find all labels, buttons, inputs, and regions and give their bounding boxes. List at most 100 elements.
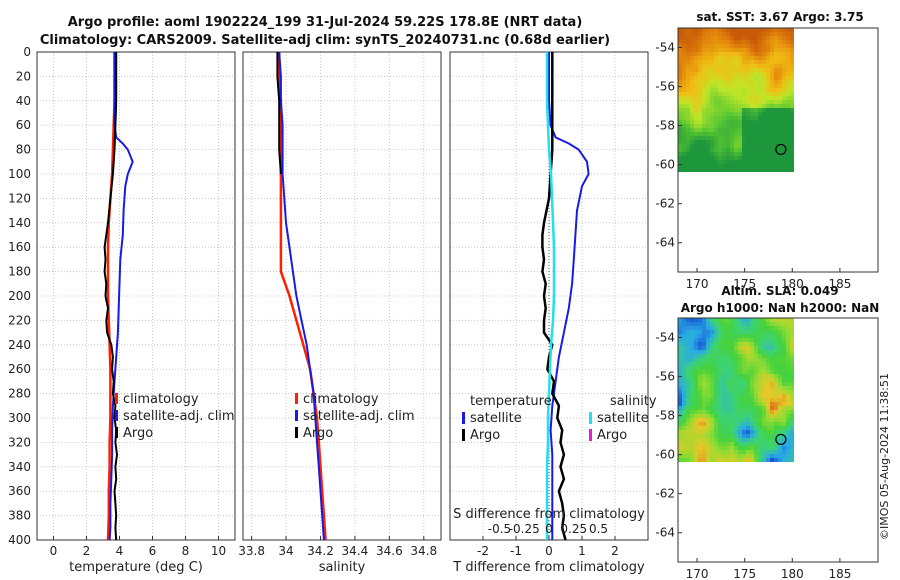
map-cell: [782, 120, 786, 124]
map-cell: [702, 132, 706, 136]
map-cell: [782, 64, 786, 68]
map-cell: [710, 152, 714, 156]
map-cell: [746, 136, 750, 140]
map-cell: [754, 414, 758, 418]
map-cell: [790, 442, 794, 446]
map-cell: [702, 144, 706, 148]
map-cell: [758, 458, 762, 462]
map-cell: [690, 386, 694, 390]
map-cell: [762, 446, 766, 450]
map-cell: [738, 446, 742, 450]
map-cell: [694, 164, 698, 168]
map-cell: [710, 450, 714, 454]
map-cell: [726, 116, 730, 120]
map-cell: [694, 454, 698, 458]
map-cell: [766, 406, 770, 410]
map-cell: [722, 338, 726, 342]
map-cell: [782, 108, 786, 112]
map-cell: [714, 80, 718, 84]
map-cell: [786, 382, 790, 386]
map-cell: [786, 28, 790, 32]
map-cell: [766, 414, 770, 418]
map-cell: [730, 358, 734, 362]
map-cell: [770, 116, 774, 120]
map-cell: [682, 160, 686, 164]
map-cell: [726, 406, 730, 410]
map-cell: [742, 132, 746, 136]
map-cell: [690, 136, 694, 140]
map-cell: [714, 342, 718, 346]
map-cell: [706, 370, 710, 374]
map-cell: [762, 116, 766, 120]
map-cell: [702, 390, 706, 394]
map-cell: [766, 430, 770, 434]
map-cell: [774, 318, 778, 322]
map-cell: [750, 434, 754, 438]
map-cell: [722, 156, 726, 160]
map-cell: [742, 382, 746, 386]
map-cell: [694, 32, 698, 36]
map-cell: [746, 168, 750, 172]
map-cell: [734, 68, 738, 72]
map-cell: [762, 346, 766, 350]
map-cell: [694, 40, 698, 44]
map-cell: [714, 68, 718, 72]
map-cell: [714, 120, 718, 124]
map-cell: [710, 402, 714, 406]
map-cell: [754, 164, 758, 168]
map-cell: [690, 52, 694, 56]
map-cell: [770, 128, 774, 132]
map-cell: [702, 124, 706, 128]
map-cell: [778, 406, 782, 410]
map-cell: [778, 68, 782, 72]
map-cell: [690, 168, 694, 172]
map-cell: [734, 60, 738, 64]
map-cell: [726, 80, 730, 84]
map-cell: [730, 72, 734, 76]
map-cell: [718, 458, 722, 462]
map-cell: [682, 350, 686, 354]
map-cell: [774, 88, 778, 92]
map-cell: [678, 362, 682, 366]
map-cell: [710, 140, 714, 144]
map-cell: [690, 56, 694, 60]
map-cell: [702, 386, 706, 390]
map-cell: [750, 386, 754, 390]
map-cell: [726, 450, 730, 454]
map-cell: [738, 52, 742, 56]
map-cell: [734, 48, 738, 52]
map-cell: [686, 402, 690, 406]
map-cell: [766, 64, 770, 68]
map-cell: [770, 438, 774, 442]
map-cell: [790, 402, 794, 406]
map-cell: [686, 120, 690, 124]
map-cell: [786, 430, 790, 434]
map-cell: [742, 378, 746, 382]
s-diff-tick-label: -0.5: [488, 522, 511, 536]
x-tick-label: 10: [211, 544, 226, 558]
map-cell: [774, 68, 778, 72]
map-frame: [677, 317, 879, 563]
map-cell: [722, 144, 726, 148]
map-cell: [686, 430, 690, 434]
map-cell: [754, 454, 758, 458]
map-cell: [698, 156, 702, 160]
map-sst_map: [677, 27, 879, 273]
map-cell: [750, 148, 754, 152]
map-cell: [694, 414, 698, 418]
map-cell: [770, 76, 774, 80]
map-cell: [782, 76, 786, 80]
map-cell: [754, 72, 758, 76]
map-cell: [790, 60, 794, 64]
map-cell: [682, 454, 686, 458]
map-cell: [734, 84, 738, 88]
map-cell: [750, 32, 754, 36]
map-cell: [678, 382, 682, 386]
map-cell: [774, 450, 778, 454]
map-cell: [678, 438, 682, 442]
map-cell: [722, 446, 726, 450]
map-cell: [742, 112, 746, 116]
map-cell: [690, 144, 694, 148]
map-cell: [786, 370, 790, 374]
series-climatology: [106, 52, 116, 541]
